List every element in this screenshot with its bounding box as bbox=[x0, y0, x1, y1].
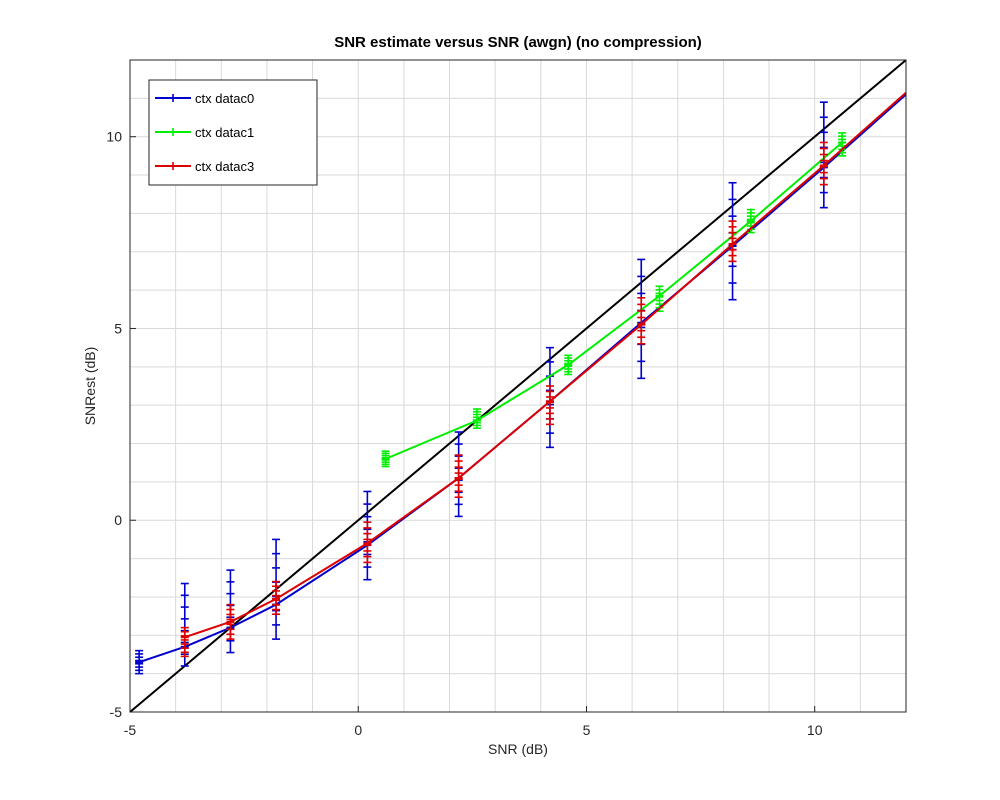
y-tick-label: 5 bbox=[114, 320, 122, 336]
legend-label: ctx datac3 bbox=[195, 159, 254, 174]
series-layer bbox=[135, 91, 907, 675]
y-tick-label: 0 bbox=[114, 512, 122, 528]
legend-label: ctx datac1 bbox=[195, 125, 254, 140]
x-tick-label: 0 bbox=[354, 722, 362, 738]
legend-label: ctx datac0 bbox=[195, 91, 254, 106]
x-axis-label: SNR (dB) bbox=[488, 741, 548, 757]
x-tick-label: 5 bbox=[583, 722, 591, 738]
series-3 bbox=[180, 91, 907, 658]
series-line bbox=[184, 91, 907, 639]
y-axis-label: SNRest (dB) bbox=[82, 347, 98, 426]
series-2 bbox=[381, 132, 847, 468]
x-tick-label: -5 bbox=[124, 722, 137, 738]
chart-title: SNR estimate versus SNR (awgn) (no compr… bbox=[334, 34, 702, 51]
x-tick-label: 10 bbox=[807, 722, 823, 738]
plot-frame bbox=[129, 59, 907, 713]
reference-line-layer bbox=[129, 59, 907, 713]
legend: ctx datac0 ctx datac1 ctx datac3 bbox=[148, 79, 318, 186]
tick-labels: -5 0 5 10 -5 0 5 10 bbox=[106, 129, 822, 738]
y-tick-label: 10 bbox=[106, 129, 122, 145]
reference-line bbox=[129, 59, 907, 713]
y-tick-label: -5 bbox=[110, 704, 123, 720]
series-line bbox=[385, 141, 843, 460]
